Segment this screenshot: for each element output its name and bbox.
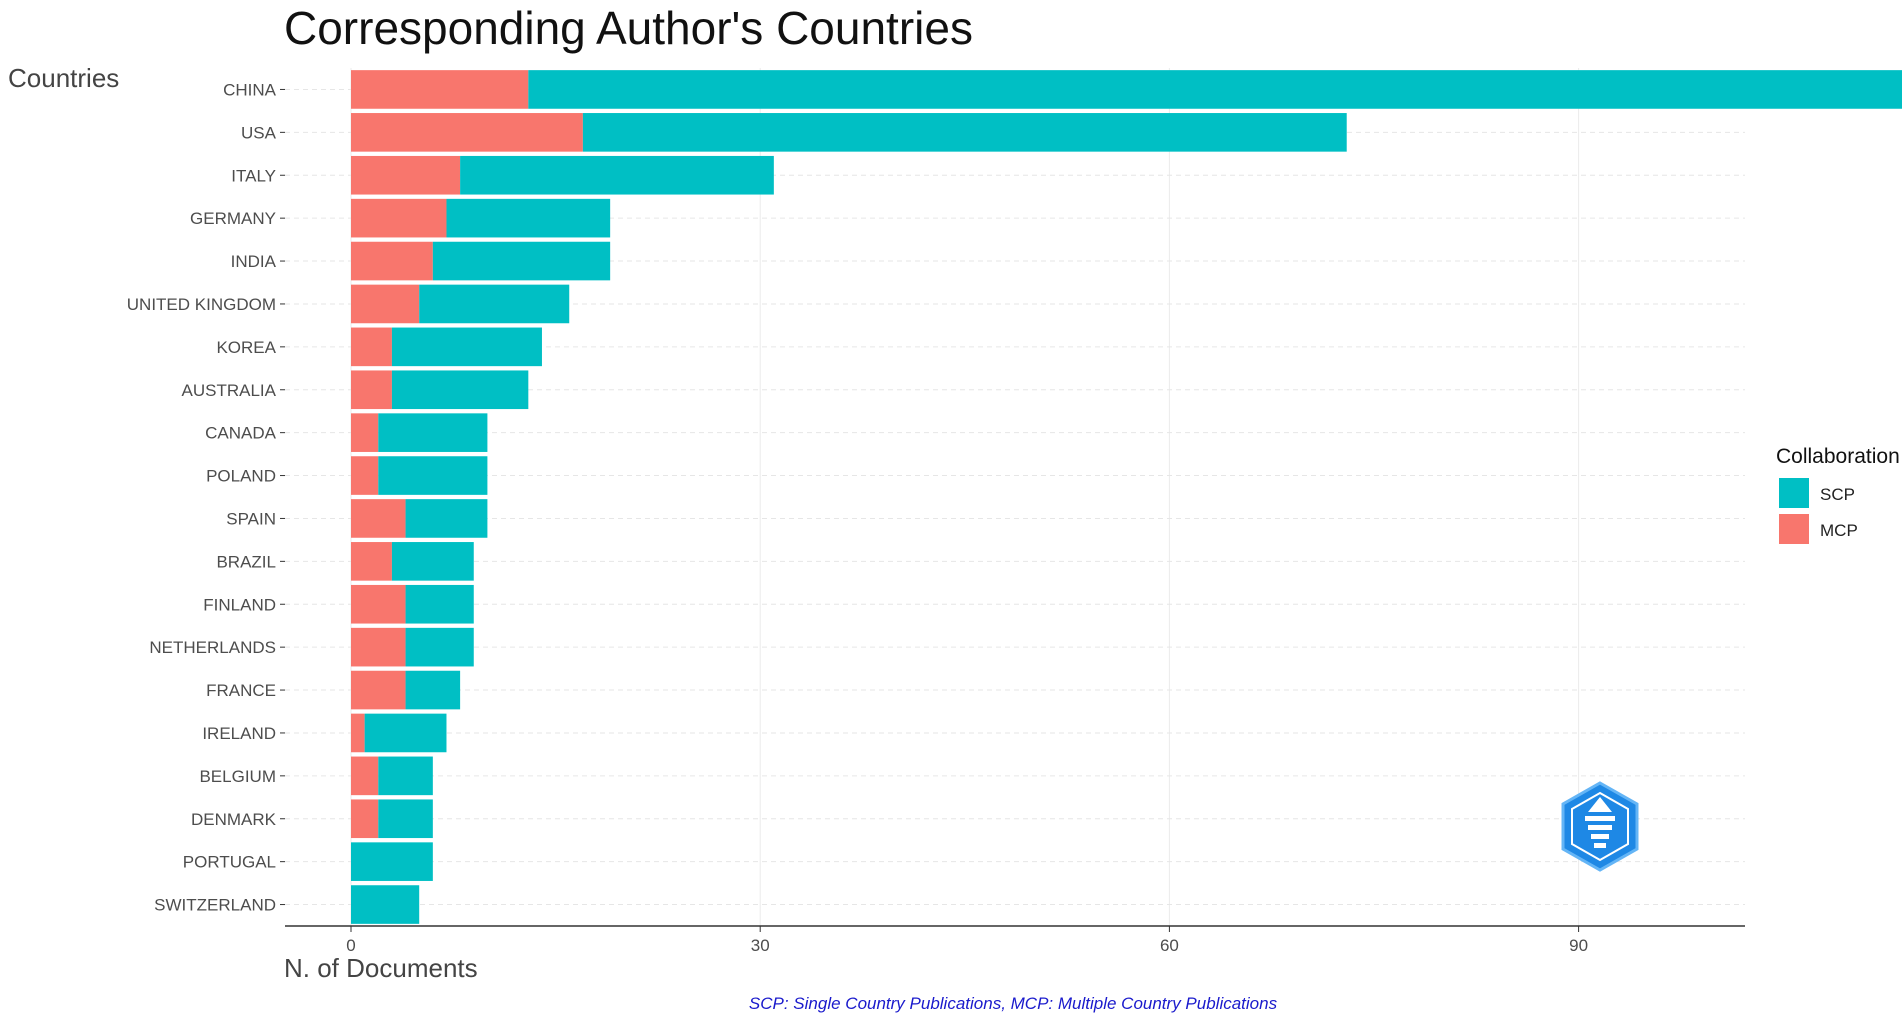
bar-mcp: [351, 413, 379, 452]
logo-bar-1: [1585, 816, 1615, 821]
bar-mcp: [351, 241, 433, 281]
legend-swatch-mcp: [1779, 514, 1809, 544]
bar-scp: [446, 198, 611, 238]
logo-hexagon-inner: [1571, 791, 1629, 862]
y-tick-label: POLAND: [206, 467, 276, 486]
bar-scp: [378, 799, 433, 839]
y-tick-label: PORTUGAL: [183, 853, 276, 872]
bar-scp: [460, 155, 774, 195]
bar-mcp: [351, 713, 365, 753]
y-tick-label: BELGIUM: [199, 767, 276, 786]
bar-mcp: [351, 284, 420, 324]
bar-scp: [378, 456, 488, 495]
bar-mcp: [351, 155, 461, 195]
bar-scp: [378, 413, 488, 452]
legend-label-mcp: MCP: [1820, 521, 1858, 540]
bar-scp: [391, 327, 542, 367]
y-tick-label: INDIA: [231, 252, 277, 271]
bar-scp: [582, 113, 1347, 152]
bar-mcp: [351, 499, 406, 538]
bar-scp: [391, 542, 474, 581]
bar-mcp: [351, 70, 529, 109]
logo-triangle: [1588, 797, 1612, 812]
bar-scp: [351, 885, 420, 924]
legend-swatch-scp: [1779, 478, 1809, 508]
y-tick-label: CHINA: [223, 80, 277, 99]
legend-title: Collaboration: [1776, 445, 1900, 468]
y-tick-label: FRANCE: [206, 681, 276, 700]
bar-scp: [351, 842, 433, 881]
y-tick-label: UNITED KINGDOM: [127, 295, 276, 314]
bar-scp: [364, 713, 447, 753]
bar-scp: [391, 370, 529, 410]
y-tick-label: KOREA: [216, 338, 276, 357]
y-tick-label: USA: [241, 123, 277, 142]
plot-area: CHINA USA ITALY GERMANY INDIA UNITED KINGDOM K…: [127, 68, 1902, 955]
bar-mcp: [351, 627, 406, 667]
y-tick-label: NETHERLANDS: [149, 638, 276, 657]
legend: Collaboration SCP MCP: [1776, 445, 1900, 544]
legend-label-scp: SCP: [1820, 485, 1855, 504]
logo-bar-4: [1594, 843, 1606, 848]
y-tick-label: ITALY: [231, 166, 276, 185]
y-tick-label: CANADA: [205, 424, 277, 443]
y-tick-label: BRAZIL: [216, 552, 276, 571]
chart-title: Corresponding Author's Countries: [284, 2, 973, 54]
bar-scp: [405, 499, 488, 538]
y-tick-label: SWITZERLAND: [154, 896, 276, 915]
bar-mcp: [351, 542, 392, 581]
y-tick-label: FINLAND: [203, 595, 276, 614]
bar-mcp: [351, 370, 392, 410]
y-tick-label: GERMANY: [190, 209, 276, 228]
logo-bar-2: [1588, 825, 1612, 830]
bar-scp: [432, 241, 611, 281]
bar-scp: [405, 627, 474, 667]
logo-bar-3: [1591, 834, 1609, 839]
x-tick-label: 90: [1569, 936, 1588, 955]
bar-scp: [419, 284, 570, 324]
y-tick-label: AUSTRALIA: [182, 381, 277, 400]
x-tick-label: 30: [751, 936, 770, 955]
y-tick-label: IRELAND: [202, 724, 276, 743]
bar-scp: [405, 670, 461, 710]
bar-mcp: [351, 327, 392, 367]
bar-mcp: [351, 198, 447, 238]
x-tick-label: 60: [1160, 936, 1179, 955]
chart-caption: SCP: Single Country Publications, MCP: M…: [749, 994, 1278, 1013]
bar-mcp: [351, 799, 379, 839]
bar-mcp: [351, 670, 406, 710]
bar-mcp: [351, 756, 379, 796]
y-tick-label: DENMARK: [191, 810, 277, 829]
y-tick-label: SPAIN: [226, 509, 276, 528]
y-axis-title: Countries: [8, 63, 119, 93]
bar-scp: [378, 756, 433, 796]
bar-scp: [405, 584, 474, 624]
x-axis-title: N. of Documents: [284, 953, 478, 983]
x-tick-label: 0: [346, 936, 355, 955]
bar-scp: [528, 70, 1902, 109]
bar-mcp: [351, 456, 379, 495]
bar-mcp: [351, 584, 406, 624]
hexagon-logo: [1561, 781, 1639, 872]
bar-mcp: [351, 113, 583, 152]
